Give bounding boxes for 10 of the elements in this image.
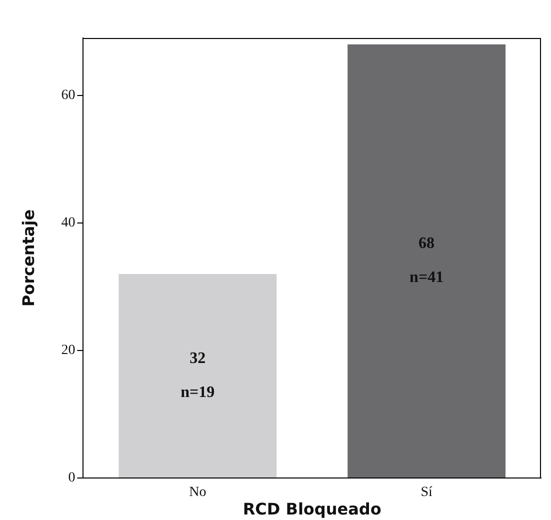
y-tick-label: 40 — [61, 216, 76, 231]
x-tick-label: Sí — [420, 485, 432, 500]
data-label: 68 n=41 — [410, 235, 444, 286]
y-tick-label: 20 — [61, 343, 76, 358]
data-label: 32 n=19 — [180, 350, 215, 401]
y-tick-label: 0 — [68, 470, 76, 486]
x-axis-title: RCD Bloqueado — [242, 500, 382, 519]
y-axis-title: Porcentaje — [18, 209, 38, 307]
x-tick-label: No — [189, 485, 206, 500]
y-tick-label: 60 — [61, 88, 76, 104]
